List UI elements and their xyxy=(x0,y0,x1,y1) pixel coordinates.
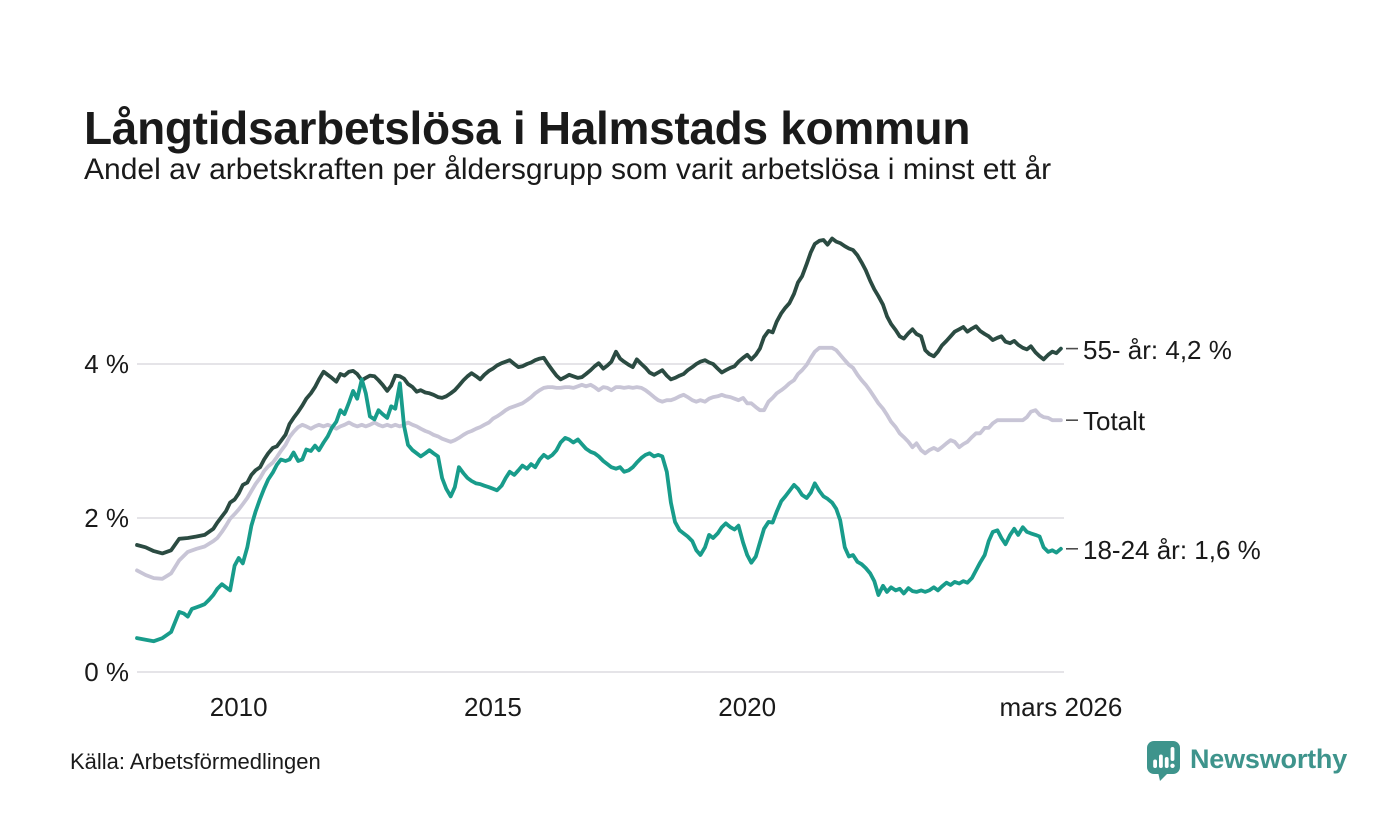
series-line-1824 xyxy=(135,377,1063,644)
brand-lockup: Newsworthy xyxy=(1146,740,1347,787)
y-tick-label: 0 % xyxy=(84,657,129,687)
series-line-55 xyxy=(135,236,1063,556)
brand-name: Newsworthy xyxy=(1190,744,1348,774)
x-tick-label: 2020 xyxy=(718,692,777,722)
y-tick-label: 4 % xyxy=(84,349,129,379)
series-line-total xyxy=(135,345,1063,581)
newsworthy-logo-icon xyxy=(1146,740,1182,787)
x-tick-label: 2015 xyxy=(464,692,522,722)
y-tick-label: 2 % xyxy=(84,503,129,533)
page-subtitle: Andel av arbetskraften per åldersgrupp s… xyxy=(84,153,1052,186)
series-end-label-total: Totalt xyxy=(1083,406,1146,437)
x-tick-label: 2010 xyxy=(209,692,268,722)
source-attribution: Källa: Arbetsförmedlingen xyxy=(70,749,321,774)
page-title: Långtidsarbetslösa i Halmstads kommun xyxy=(84,101,971,154)
series-end-label-55: 55- år: 4,2 % xyxy=(1083,334,1232,365)
x-tick-label: mars 2026 xyxy=(999,692,1123,722)
series-end-label-1824: 18-24 år: 1,6 % xyxy=(1083,534,1261,565)
